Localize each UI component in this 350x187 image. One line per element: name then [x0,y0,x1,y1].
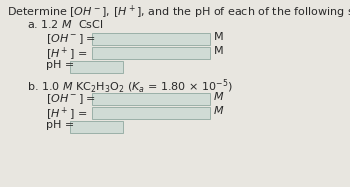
FancyBboxPatch shape [70,121,123,133]
Text: M: M [214,32,224,42]
FancyBboxPatch shape [92,107,210,119]
Text: $[OH^-]$ =: $[OH^-]$ = [46,32,96,46]
Text: a. 1.2 $M$  CsCl: a. 1.2 $M$ CsCl [27,18,104,30]
Text: b. 1.0 $M$ KC$_2$H$_3$O$_2$ ($K_a$ = 1.80 $\times$ 10$^{-5}$): b. 1.0 $M$ KC$_2$H$_3$O$_2$ ($K_a$ = 1.8… [27,78,233,96]
FancyBboxPatch shape [70,61,123,73]
Text: M: M [214,46,224,56]
FancyBboxPatch shape [92,33,210,45]
FancyBboxPatch shape [92,47,210,59]
FancyBboxPatch shape [92,93,210,105]
Text: $[OH^-]$ =: $[OH^-]$ = [46,92,96,106]
Text: M: M [214,92,224,102]
Text: pH =: pH = [46,120,74,130]
Text: pH =: pH = [46,60,74,70]
Text: Determine $[OH^-]$, $[H^+]$, and the pH of each of the following solutions.: Determine $[OH^-]$, $[H^+]$, and the pH … [7,4,350,21]
Text: $[H^+]$ =: $[H^+]$ = [46,46,88,63]
Text: M: M [214,106,224,116]
Text: $[H^+]$ =: $[H^+]$ = [46,106,88,123]
